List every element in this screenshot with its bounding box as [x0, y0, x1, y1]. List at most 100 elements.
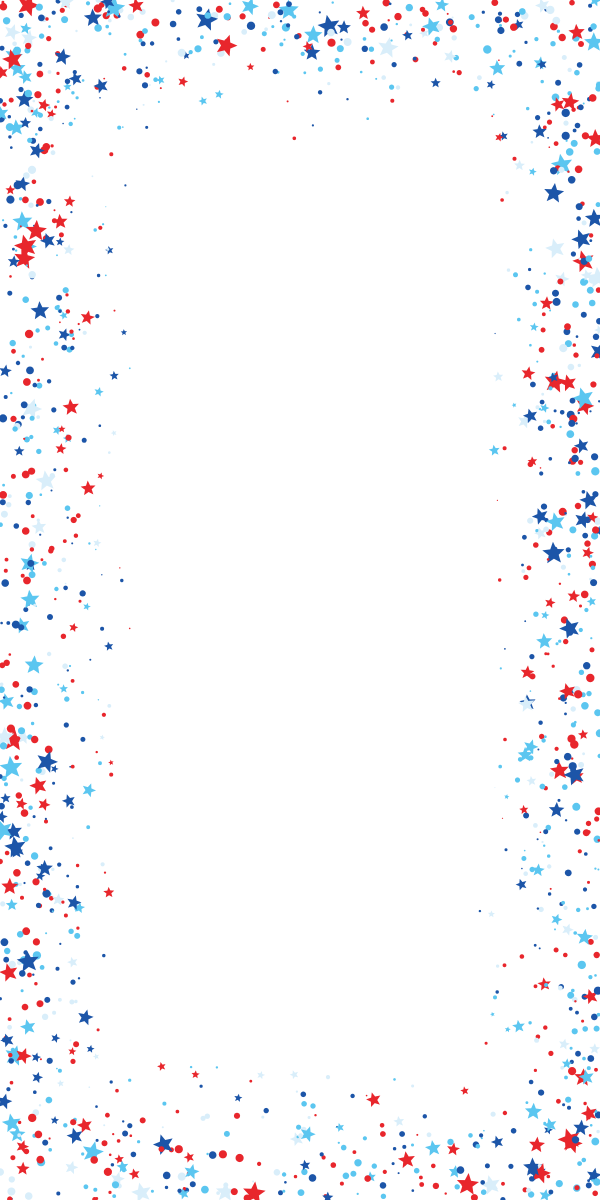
- star-icon: [0, 1033, 14, 1048]
- confetti-dot: [95, 1105, 98, 1108]
- confetti-dot: [14, 249, 18, 252]
- confetti-dot: [593, 951, 600, 959]
- confetti-dot: [553, 409, 557, 413]
- confetti-dot: [108, 451, 111, 454]
- star-icon: [216, 34, 238, 57]
- star-icon: [65, 1160, 79, 1175]
- confetti-dot: [362, 19, 369, 27]
- star-icon: [534, 527, 546, 540]
- confetti-dot: [21, 527, 30, 535]
- confetti-dot: [565, 148, 574, 156]
- star-icon: [4, 24, 21, 41]
- confetti-dot: [96, 273, 101, 278]
- confetti-dot: [356, 1192, 359, 1195]
- confetti-dot: [456, 70, 462, 76]
- confetti-dot: [8, 1058, 14, 1064]
- confetti-dot: [495, 990, 499, 994]
- confetti-dot: [88, 1086, 91, 1088]
- confetti-dot: [558, 166, 565, 173]
- confetti-dot: [521, 856, 527, 861]
- confetti-dot: [422, 1114, 427, 1119]
- confetti-dot: [540, 327, 546, 333]
- confetti-dot: [500, 1197, 506, 1200]
- confetti-dot: [592, 1190, 598, 1197]
- confetti-dot: [149, 41, 155, 46]
- confetti-dot: [32, 815, 36, 819]
- confetti-dot: [23, 437, 26, 440]
- confetti-dot: [389, 84, 395, 90]
- confetti-dot: [57, 862, 62, 867]
- confetti-dot: [81, 437, 87, 443]
- confetti-dot: [243, 1194, 251, 1200]
- confetti-dot: [586, 673, 595, 683]
- confetti-dot: [129, 1134, 133, 1137]
- confetti-dot: [46, 36, 52, 42]
- star-icon: [542, 541, 565, 564]
- confetti-dot: [6, 195, 15, 204]
- confetti-dot: [594, 974, 597, 977]
- confetti-dot: [200, 1115, 206, 1121]
- confetti-dot: [564, 869, 571, 876]
- star-icon: [78, 1009, 94, 1026]
- confetti-dot: [182, 1187, 186, 1191]
- confetti-dot: [576, 62, 583, 68]
- star-icon: [490, 1011, 495, 1017]
- confetti-dot: [365, 1094, 368, 1097]
- confetti-dot: [26, 366, 34, 375]
- confetti-dot: [547, 854, 551, 858]
- confetti-dot: [150, 1189, 154, 1193]
- confetti-dot: [525, 1101, 529, 1104]
- confetti-dot: [286, 1, 292, 7]
- confetti-dot: [567, 1105, 571, 1110]
- confetti-dot: [199, 1084, 203, 1088]
- confetti-dot: [395, 85, 401, 90]
- confetti-dot: [83, 1184, 89, 1190]
- confetti-dot: [101, 1140, 108, 1147]
- confetti-dot: [26, 686, 33, 693]
- confetti-dot: [591, 467, 600, 476]
- confetti-dot: [6, 1087, 11, 1092]
- star-icon: [0, 105, 9, 121]
- confetti-dot: [521, 563, 524, 567]
- confetti-dot: [8, 960, 16, 969]
- confetti-dot: [142, 103, 145, 106]
- confetti-dot: [189, 1065, 193, 1069]
- confetti-dot: [586, 907, 589, 911]
- confetti-dot: [577, 849, 582, 854]
- confetti-dot: [514, 777, 521, 783]
- confetti-dot: [586, 286, 594, 294]
- confetti-dot: [140, 41, 146, 47]
- confetti-dot: [136, 108, 138, 110]
- confetti-dot: [0, 901, 6, 907]
- confetti-dot: [0, 686, 5, 693]
- confetti-dot: [300, 51, 305, 57]
- confetti-dot: [51, 407, 57, 413]
- confetti-dot: [70, 764, 75, 769]
- confetti-dot: [572, 343, 576, 347]
- confetti-dot: [574, 1000, 577, 1003]
- confetti-dot: [585, 1182, 592, 1189]
- confetti-dot: [139, 1117, 146, 1124]
- confetti-dot: [70, 979, 76, 985]
- confetti-dot: [540, 79, 544, 84]
- confetti-dot: [574, 690, 583, 699]
- confetti-dot: [54, 597, 57, 601]
- confetti-dot: [590, 637, 593, 640]
- confetti-dot: [286, 23, 291, 28]
- confetti-dot: [78, 599, 82, 603]
- confetti-dot: [70, 679, 75, 683]
- confetti-dot: [564, 712, 567, 716]
- confetti-dot: [30, 514, 35, 519]
- confetti-dot: [352, 1150, 357, 1154]
- confetti-dot: [524, 40, 528, 45]
- confetti-dot: [99, 505, 101, 507]
- star-icon: [104, 641, 114, 651]
- star-icon: [97, 472, 105, 480]
- confetti-dot: [21, 98, 26, 103]
- confetti-dot: [571, 988, 575, 993]
- star-icon: [14, 445, 25, 456]
- confetti-dot: [93, 228, 97, 232]
- star-icon: [110, 430, 117, 437]
- confetti-dot: [58, 309, 62, 313]
